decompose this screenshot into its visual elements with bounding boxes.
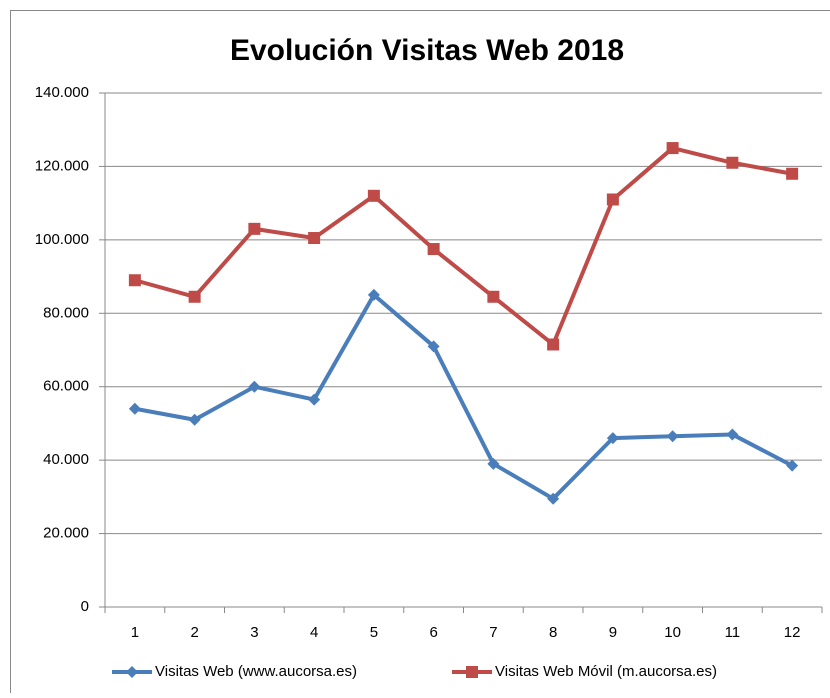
y-tick-label: 0 <box>81 598 89 615</box>
x-tick-label: 6 <box>429 624 437 641</box>
y-tick-label: 140.000 <box>35 84 89 101</box>
y-tick-label: 40.000 <box>43 451 89 468</box>
chart-title: Evolución Visitas Web 2018 <box>230 34 624 67</box>
marker <box>786 168 798 180</box>
legend-label: Visitas Web (www.aucorsa.es) <box>155 663 357 680</box>
x-tick-label: 4 <box>310 624 318 641</box>
marker <box>487 291 499 303</box>
series-line <box>135 148 792 344</box>
marker <box>308 232 320 244</box>
legend-label: Visitas Web Móvil (m.aucorsa.es) <box>495 663 717 680</box>
marker <box>189 291 201 303</box>
marker <box>667 430 679 442</box>
x-tick-label: 1 <box>131 624 139 641</box>
marker <box>667 142 679 154</box>
marker <box>726 157 738 169</box>
y-tick-label: 80.000 <box>43 304 89 321</box>
marker <box>607 193 619 205</box>
legend-marker <box>126 666 138 678</box>
y-tick-label: 100.000 <box>35 231 89 248</box>
x-tick-label: 9 <box>609 624 617 641</box>
x-tick-label: 7 <box>489 624 497 641</box>
marker <box>368 190 380 202</box>
x-tick-label: 5 <box>370 624 378 641</box>
x-tick-label: 8 <box>549 624 557 641</box>
marker <box>129 274 141 286</box>
chart-frame <box>11 11 830 694</box>
x-tick-label: 11 <box>725 624 741 641</box>
x-tick-label: 3 <box>250 624 258 641</box>
y-tick-label: 20.000 <box>43 525 89 542</box>
marker <box>428 243 440 255</box>
x-tick-label: 12 <box>784 624 801 641</box>
x-tick-label: 10 <box>664 624 681 641</box>
y-tick-label: 120.000 <box>35 157 89 174</box>
legend-marker <box>466 666 478 678</box>
series-line <box>135 295 792 499</box>
marker <box>129 403 141 415</box>
marker <box>248 223 260 235</box>
x-tick-label: 2 <box>190 624 198 641</box>
marker <box>547 338 559 350</box>
y-tick-label: 60.000 <box>43 378 89 395</box>
